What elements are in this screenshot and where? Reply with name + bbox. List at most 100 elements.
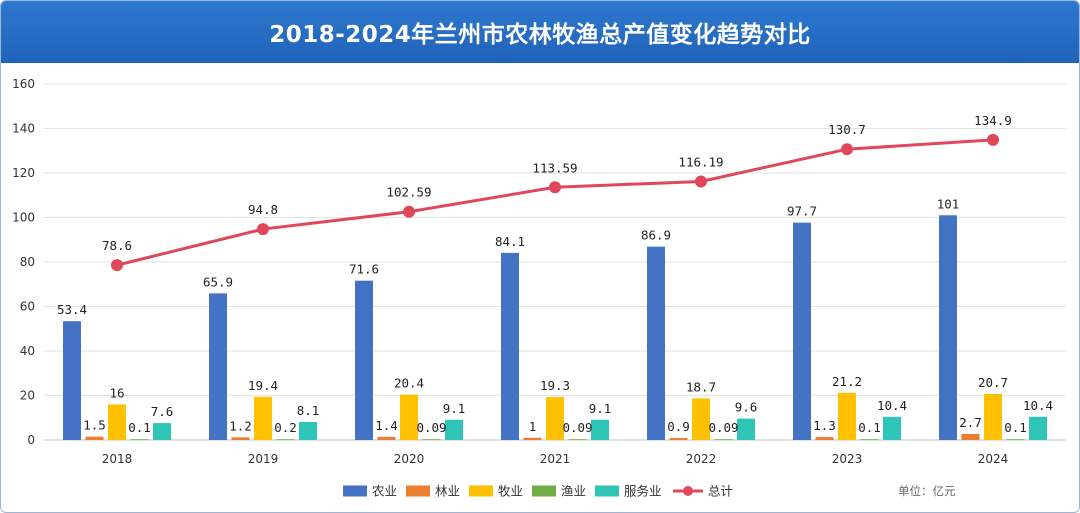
bar-渔业-2021: [568, 439, 587, 440]
bar-服务业-2021: [591, 419, 609, 440]
bar-value-label: 20.7: [978, 375, 1008, 390]
y-tick-label: 20: [20, 389, 35, 403]
y-tick-label: 60: [20, 300, 35, 314]
bar-渔业-2019: [276, 439, 295, 440]
bar-服务业-2019: [299, 421, 317, 440]
bar-value-label: 0.09: [562, 420, 592, 435]
legend-label-服务业: 服务业: [624, 484, 662, 499]
bar-农业-2018: [63, 321, 81, 440]
x-tick-label: 2020: [394, 452, 425, 466]
legend-label-牧业: 牧业: [498, 484, 523, 499]
x-tick-label: 2021: [540, 452, 571, 466]
bar-value-label: 20.4: [394, 376, 424, 391]
bar-林业-2018: [85, 436, 104, 440]
total-value-label: 134.9: [974, 113, 1012, 128]
y-axis: 0 20 40 60 80 100 120 140 160: [12, 77, 35, 447]
bar-value-label: 86.9: [641, 228, 671, 243]
total-point-2019: [257, 223, 269, 236]
legend-swatch-林业: [406, 485, 430, 497]
x-tick-label: 2018: [102, 452, 133, 466]
unit-label: 单位：亿元: [898, 484, 956, 498]
total-value-label: 102.59: [386, 185, 431, 200]
y-tick-label: 120: [12, 166, 35, 180]
bar-林业-2019: [231, 437, 250, 440]
bar-服务业-2020: [445, 419, 463, 440]
total-line: [111, 133, 999, 272]
bar-value-label: 0.2: [274, 420, 297, 435]
x-axis: 2018 2019 2020 2021 2022 2023 2024: [102, 452, 1009, 466]
y-tick-label: 100: [12, 211, 35, 225]
total-point-2022: [695, 175, 707, 188]
bar-牧业-2022: [692, 398, 710, 440]
bar-农业-2020: [355, 280, 373, 440]
bar-牧业-2018: [108, 404, 126, 440]
legend-swatch-渔业: [532, 485, 556, 497]
bar-value-label: 19.4: [248, 378, 278, 393]
legend-marker-总计: [683, 486, 693, 496]
bar-渔业-2023: [860, 439, 879, 440]
bar-value-label: 101: [937, 196, 960, 211]
bar-value-label: 71.6: [349, 262, 379, 277]
bar-value-label: 9.1: [589, 401, 612, 416]
bar-value-label: 1: [529, 419, 537, 434]
total-point-2024: [987, 133, 999, 146]
bar-value-label: 84.1: [495, 234, 525, 249]
total-point-2021: [549, 181, 561, 194]
total-value-label: 130.7: [828, 122, 866, 137]
bar-value-label: 16: [109, 385, 124, 400]
title-bar: 2018-2024年兰州市农林牧渔总产值变化趋势对比: [1, 1, 1079, 63]
legend-swatch-服务业: [595, 485, 619, 497]
bar-value-label: 0.1: [858, 420, 881, 435]
bar-农业-2021: [501, 252, 519, 440]
total-point-2018: [111, 259, 123, 272]
bars: [63, 215, 1047, 440]
bar-value-label: 1.4: [375, 418, 398, 433]
total-value-label: 113.59: [532, 160, 577, 175]
bar-value-label: 0.1: [128, 420, 151, 435]
bar-服务业-2023: [883, 416, 901, 440]
bar-value-label: 19.3: [540, 378, 570, 393]
bar-value-label: 9.6: [735, 400, 758, 415]
y-tick-label: 140: [12, 122, 35, 136]
y-tick-label: 40: [20, 344, 35, 358]
bar-农业-2019: [209, 293, 227, 440]
legend-label-渔业: 渔业: [561, 484, 586, 499]
data-labels: 53.41.5160.17.665.91.219.40.28.171.61.42…: [57, 113, 1053, 435]
bar-牧业-2019: [254, 396, 272, 440]
bar-渔业-2022: [714, 439, 733, 440]
x-tick-label: 2023: [832, 452, 863, 466]
bar-林业-2022: [669, 437, 688, 440]
bar-value-label: 0.1: [1004, 420, 1027, 435]
chart-title: 2018-2024年兰州市农林牧渔总产值变化趋势对比: [269, 22, 811, 48]
bar-农业-2024: [939, 215, 957, 440]
legend-label-总计: 总计: [708, 484, 733, 499]
legend-swatch-农业: [343, 485, 367, 497]
bar-牧业-2023: [838, 392, 856, 440]
bar-农业-2022: [647, 246, 665, 440]
bar-value-label: 1.2: [229, 418, 252, 433]
bar-value-label: 65.9: [203, 274, 233, 289]
bar-服务业-2022: [737, 418, 755, 440]
x-tick-label: 2019: [248, 452, 279, 466]
bar-服务业-2018: [153, 423, 171, 440]
bar-林业-2024: [961, 433, 980, 440]
y-tick-label: 160: [12, 77, 35, 91]
y-tick-label: 80: [20, 255, 35, 269]
bar-value-label: 7.6: [151, 404, 174, 419]
bar-value-label: 2.7: [959, 415, 982, 430]
bar-牧业-2021: [546, 397, 564, 440]
y-tick-label: 0: [27, 433, 35, 447]
bar-value-label: 18.7: [686, 379, 716, 394]
bar-value-label: 10.4: [1023, 398, 1053, 413]
total-value-label: 94.8: [248, 202, 278, 217]
bar-林业-2021: [523, 437, 542, 440]
total-value-label: 116.19: [678, 154, 723, 169]
bar-渔业-2020: [422, 439, 441, 440]
bar-value-label: 1.3: [813, 418, 836, 433]
bar-牧业-2020: [400, 394, 418, 440]
bar-value-label: 0.09: [708, 420, 738, 435]
bar-渔业-2024: [1006, 439, 1025, 440]
bar-林业-2020: [377, 436, 396, 440]
